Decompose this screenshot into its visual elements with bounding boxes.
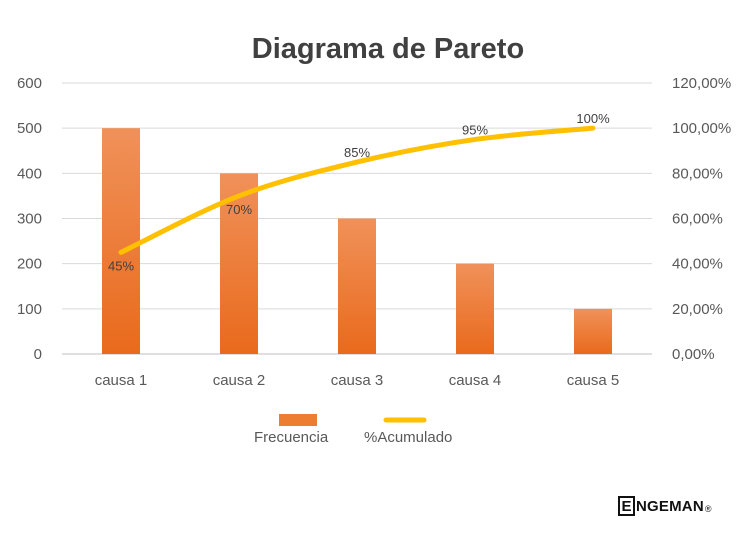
line-data-label: 100% xyxy=(576,111,610,126)
y2-tick-label: 80,00% xyxy=(672,165,723,182)
y-axis-left: 0 100 200 300 400 500 600 xyxy=(17,75,42,363)
x-tick-label: causa 2 xyxy=(213,372,266,389)
y-tick-label: 500 xyxy=(17,120,42,137)
y2-tick-label: 40,00% xyxy=(672,256,723,273)
line-data-label: 85% xyxy=(344,145,370,160)
bar xyxy=(456,263,494,354)
legend: Frecuencia %Acumulado xyxy=(254,414,452,446)
y-tick-label: 0 xyxy=(34,346,42,363)
y2-tick-label: 60,00% xyxy=(672,211,723,228)
legend-label-frecuencia: Frecuencia xyxy=(254,429,329,446)
bar xyxy=(102,128,140,354)
x-tick-label: causa 4 xyxy=(449,372,502,389)
line-data-label: 95% xyxy=(462,122,488,137)
engeman-logo: E NGEMAN ® xyxy=(618,494,728,518)
legend-swatch-frecuencia xyxy=(279,414,317,426)
registered-mark: ® xyxy=(704,504,712,514)
y-tick-label: 300 xyxy=(17,211,42,228)
bar xyxy=(574,308,612,354)
y-tick-label: 200 xyxy=(17,256,42,273)
y2-tick-label: 0,00% xyxy=(672,346,715,363)
y-tick-label: 400 xyxy=(17,165,42,182)
legend-label-acumulado: %Acumulado xyxy=(364,429,452,446)
y2-tick-label: 100,00% xyxy=(672,120,731,137)
y2-tick-label: 20,00% xyxy=(672,301,723,318)
chart-title: Diagrama de Pareto xyxy=(252,33,524,65)
data-labels: 45% 70% 85% 95% 100% xyxy=(108,111,610,273)
y-axis-right: 0,00% 20,00% 40,00% 60,00% 80,00% 100,00% 120,… xyxy=(672,75,731,363)
y-tick-label: 600 xyxy=(17,75,42,92)
logo-letter: E xyxy=(618,496,635,516)
line-data-label: 45% xyxy=(108,258,134,273)
x-tick-label: causa 3 xyxy=(331,372,384,389)
x-axis: causa 1 causa 2 causa 3 causa 4 causa 5 xyxy=(95,372,620,389)
line-data-label: 70% xyxy=(226,202,252,217)
line-path xyxy=(118,125,596,255)
line-series xyxy=(118,125,596,255)
bar xyxy=(338,218,376,354)
logo-text: NGEMAN xyxy=(636,497,704,515)
y2-tick-label: 120,00% xyxy=(672,75,731,92)
x-tick-label: causa 5 xyxy=(567,372,620,389)
x-tick-label: causa 1 xyxy=(95,372,148,389)
y-tick-label: 100 xyxy=(17,301,42,318)
